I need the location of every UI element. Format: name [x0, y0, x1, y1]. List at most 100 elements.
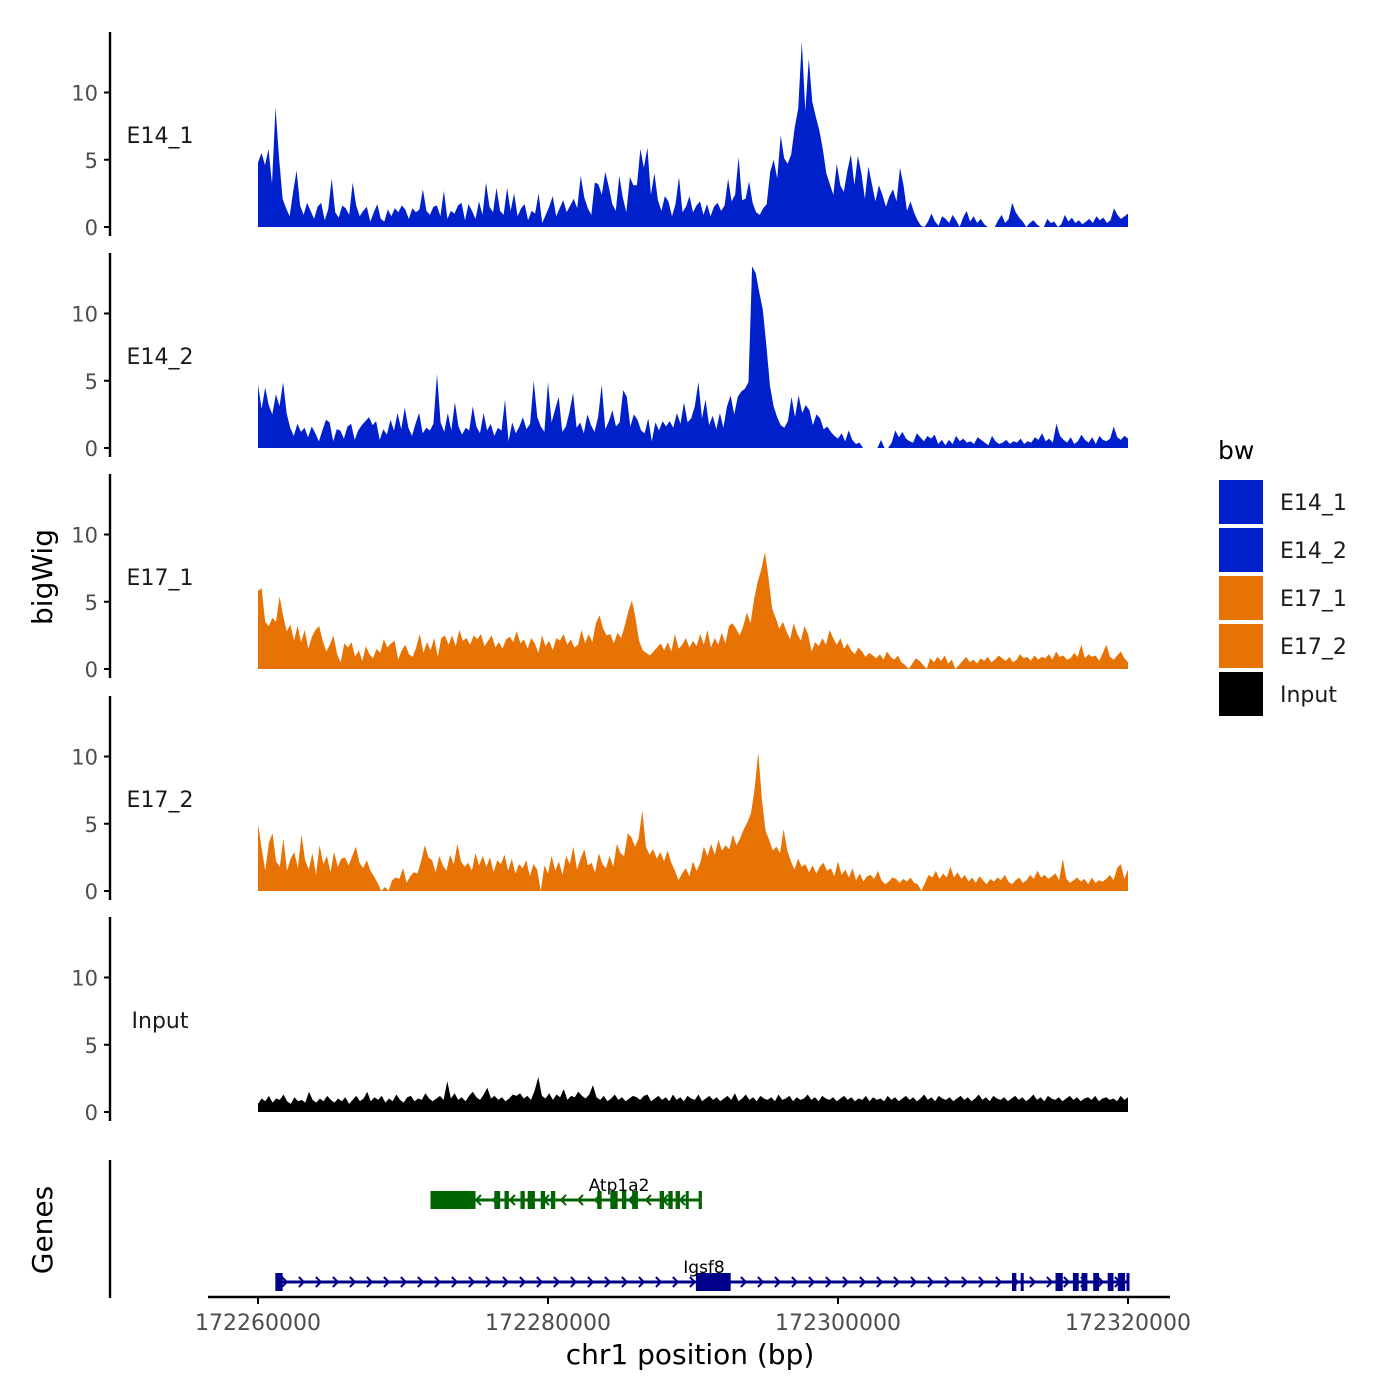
- x-tick-label: 172300000: [775, 1311, 901, 1336]
- strand-chevron: [1097, 1276, 1105, 1288]
- exon: [276, 1273, 283, 1291]
- strand-chevron: [281, 1276, 289, 1288]
- strand-chevron: [485, 1276, 493, 1288]
- track-E17_1: 0 5 10 E17_1: [71, 474, 1128, 682]
- strand-chevron: [1029, 1276, 1037, 1288]
- gene-Igsf8: Igsf8: [275, 1258, 1130, 1291]
- exon: [550, 1191, 556, 1209]
- strand-chevron: [434, 1276, 442, 1288]
- strand-chevron: [740, 1276, 748, 1288]
- strand-chevron: [876, 1276, 884, 1288]
- legend-swatch: [1219, 672, 1263, 716]
- legend-item-E14_1: E14_1: [1219, 480, 1347, 524]
- exon: [632, 1191, 638, 1209]
- legend-item-E17_1: E17_1: [1219, 576, 1347, 620]
- y-tick-label: 10: [71, 303, 98, 327]
- strand-chevron: [315, 1276, 323, 1288]
- x-tick-label: 172280000: [485, 1311, 611, 1336]
- strand-chevron: [417, 1276, 425, 1288]
- strand-chevron: [536, 1276, 544, 1288]
- gene-track: Atp1a2 Igsf8: [108, 1160, 1130, 1298]
- strand-chevron: [474, 1194, 482, 1206]
- exon: [1117, 1273, 1126, 1291]
- signal-area-E14_2: [258, 266, 1128, 448]
- legend-label: E17_2: [1280, 635, 1347, 660]
- strand-chevron: [791, 1276, 799, 1288]
- signal-area-Input: [258, 1077, 1128, 1112]
- legend-swatch: [1219, 480, 1263, 524]
- exon: [494, 1191, 501, 1209]
- strand-chevron: [910, 1276, 918, 1288]
- strand-chevron: [1063, 1276, 1071, 1288]
- strand-chevron: [893, 1276, 901, 1288]
- legend-label: Input: [1280, 683, 1337, 708]
- exon: [610, 1191, 618, 1209]
- legend: bw E14_1 E14_2 E17_1 E17_2 Input: [1218, 436, 1347, 716]
- legend-swatch: [1219, 528, 1263, 572]
- legend-swatch: [1219, 576, 1263, 620]
- track-E14_2: 0 5 10 E14_2: [71, 253, 1128, 461]
- y-tick-label: 5: [85, 1034, 98, 1058]
- strand-chevron: [508, 1194, 516, 1206]
- strand-chevron: [366, 1276, 374, 1288]
- track-label: E17_1: [127, 566, 194, 591]
- y-tick-label: 5: [85, 813, 98, 837]
- x-tick-label: 172320000: [1065, 1311, 1191, 1336]
- strand-chevron: [400, 1276, 408, 1288]
- strand-chevron: [604, 1276, 612, 1288]
- exon: [1081, 1273, 1088, 1291]
- strand-chevron: [587, 1276, 595, 1288]
- legend-label: E14_1: [1280, 491, 1347, 516]
- strand-chevron: [1046, 1276, 1054, 1288]
- strand-chevron: [559, 1194, 567, 1206]
- strand-chevron: [332, 1276, 340, 1288]
- strand-chevron: [298, 1276, 306, 1288]
- exon: [597, 1191, 602, 1209]
- genes-axis-title: Genes: [26, 1186, 59, 1274]
- y-axis-title: bigWig: [26, 529, 59, 625]
- strand-chevron: [349, 1276, 357, 1288]
- signal-area-E17_1: [258, 552, 1128, 669]
- strand-chevron: [961, 1276, 969, 1288]
- y-tick-label: 0: [85, 880, 98, 904]
- exon: [540, 1191, 546, 1209]
- track-label: Input: [132, 1009, 189, 1034]
- strand-chevron: [757, 1276, 765, 1288]
- strand-chevron: [978, 1276, 986, 1288]
- legend-label: E14_2: [1280, 539, 1347, 564]
- exon: [527, 1191, 535, 1209]
- strand-chevron: [451, 1276, 459, 1288]
- y-tick-label: 0: [85, 216, 98, 240]
- exon: [1012, 1273, 1017, 1291]
- track-label: E14_2: [127, 345, 194, 370]
- legend-item-E14_2: E14_2: [1219, 528, 1347, 572]
- y-tick-label: 10: [71, 967, 98, 991]
- y-tick-label: 5: [85, 370, 98, 394]
- track-label: E14_1: [127, 124, 194, 149]
- exon: [504, 1191, 509, 1209]
- exon: [1020, 1273, 1024, 1291]
- exon: [698, 1191, 702, 1209]
- exon: [675, 1191, 680, 1209]
- track-label: E17_2: [127, 788, 194, 813]
- strand-chevron: [842, 1276, 850, 1288]
- exon: [621, 1191, 627, 1209]
- track-E17_2: 0 5 10 E17_2: [71, 696, 1128, 904]
- strand-chevron: [944, 1276, 952, 1288]
- y-tick-label: 10: [71, 82, 98, 106]
- y-tick-label: 10: [71, 746, 98, 770]
- legend-swatch: [1219, 624, 1263, 668]
- exon: [695, 1273, 731, 1291]
- y-tick-label: 5: [85, 149, 98, 173]
- y-tick-label: 0: [85, 437, 98, 461]
- y-tick-label: 5: [85, 591, 98, 615]
- gene-label: Atp1a2: [589, 1176, 650, 1196]
- exon: [1055, 1273, 1063, 1291]
- strand-chevron: [808, 1276, 816, 1288]
- strand-chevron: [519, 1276, 527, 1288]
- y-tick-label: 10: [71, 524, 98, 548]
- y-tick-label: 0: [85, 658, 98, 682]
- strand-chevron: [502, 1276, 510, 1288]
- strand-chevron: [995, 1276, 1003, 1288]
